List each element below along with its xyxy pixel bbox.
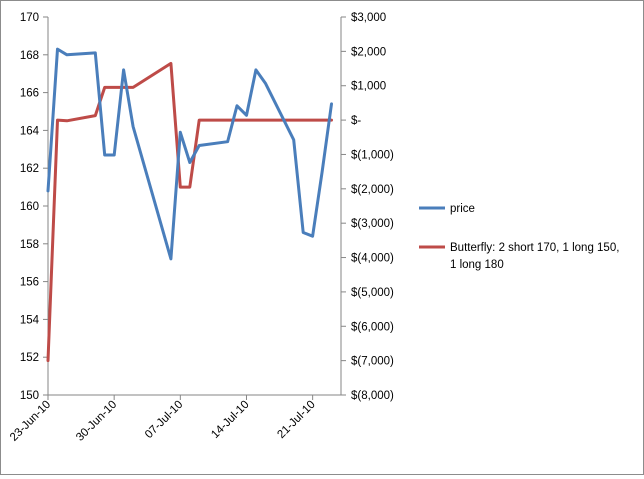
- x-tick-label: 30-Jun-10: [74, 399, 119, 444]
- right-tick-label: $(5,000): [351, 287, 394, 299]
- left-tick-label: 154: [20, 314, 40, 326]
- left-tick-label: 162: [20, 163, 39, 175]
- legend: price Butterfly: 2 short 170, 1 long 150…: [419, 203, 619, 271]
- left-tick-label: 164: [20, 125, 40, 137]
- x-tick-label: 14-Jul-10: [209, 399, 251, 441]
- series-group: [46, 47, 333, 363]
- chart-axes: [47, 17, 342, 396]
- left-tick-label: 160: [20, 201, 39, 213]
- x-tick-label: 07-Jul-10: [143, 399, 185, 441]
- left-tick-label: 166: [20, 88, 39, 100]
- right-tick-label: $-: [351, 115, 361, 127]
- right-tick-label: $(1,000): [351, 149, 394, 161]
- right-y-axis: $(8,000) $(7,000) $(6,000) $(5,000) $(4,000)…: [341, 12, 394, 402]
- x-tick-label: 21-Jul-10: [275, 399, 317, 441]
- series-price-line: [46, 47, 333, 261]
- left-y-axis: 150 152 154 156 158 160 162 164 166 168 170: [20, 12, 48, 402]
- legend-label-butterfly: Butterfly: 2 short 170, 1 long 150,: [450, 242, 619, 254]
- right-tick-label: $3,000: [351, 12, 386, 24]
- right-tick-label: $1,000: [351, 81, 386, 93]
- left-tick-label: 156: [20, 277, 39, 289]
- x-axis: 23-Jun-10 30-Jun-10 07-Jul-10 14-Jul-10 21-J…: [8, 395, 318, 444]
- series-butterfly-line: [46, 61, 333, 363]
- left-tick-label: 168: [20, 50, 39, 62]
- right-tick-label: $(7,000): [351, 356, 394, 368]
- left-tick-label: 152: [20, 352, 39, 364]
- right-tick-label: $(6,000): [351, 321, 394, 333]
- legend-label-butterfly-line2: 1 long 180: [450, 259, 504, 271]
- right-tick-label: $(3,000): [351, 218, 394, 230]
- left-tick-label: 150: [20, 390, 39, 402]
- right-tick-label: $(8,000): [351, 390, 394, 402]
- left-tick-label: 158: [20, 239, 39, 251]
- right-tick-label: $(4,000): [351, 253, 394, 265]
- right-tick-label: $2,000: [351, 46, 386, 58]
- right-tick-label: $(2,000): [351, 184, 394, 196]
- legend-label-price: price: [450, 203, 475, 215]
- x-tick-label: 23-Jun-10: [8, 399, 53, 444]
- left-tick-label: 170: [20, 12, 39, 24]
